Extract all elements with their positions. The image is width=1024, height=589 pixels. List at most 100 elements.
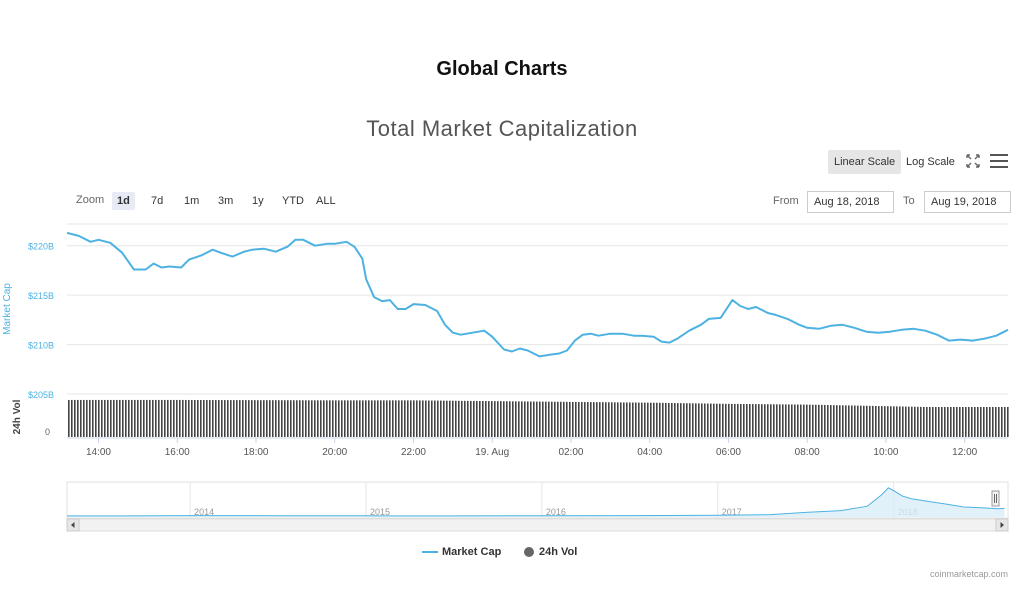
volume-bar [656,402,658,437]
volume-bar [101,399,103,437]
legend-volume[interactable]: 24h Vol [524,545,577,559]
navigator-handle[interactable] [991,490,1000,507]
volume-bar [116,399,118,437]
volume-bar [449,400,451,437]
volume-bar [467,400,469,437]
volume-bar [254,400,256,437]
volume-bar [422,400,424,437]
volume-bar [560,401,562,437]
volume-bar [632,402,634,437]
volume-bar [902,406,904,437]
volume-bar [986,406,988,437]
volume-bar [527,401,529,437]
volume-bar [206,400,208,437]
volume-bar [932,406,934,437]
x-tick-label: 14:00 [86,447,111,458]
volume-bar [809,404,811,437]
volume-bar [950,406,952,437]
volume-bar [395,400,397,437]
volume-bar [614,402,616,437]
volume-bar [848,405,850,437]
zoom-1m-button[interactable]: 1m [184,195,200,207]
volume-bar [128,399,130,437]
volume-bar [578,401,580,437]
zoom-7d-button[interactable]: 7d [151,195,164,207]
scroll-left-icon [71,522,75,528]
volume-bar [194,399,196,437]
x-tick-label: 18:00 [243,447,268,458]
volume-bar [782,404,784,437]
volume-bar [74,399,76,437]
volume-bar [674,403,676,437]
volume-bar [278,400,280,437]
y-tick-label: $210B [28,341,54,351]
volume-bar [752,404,754,437]
volume-bar [788,404,790,437]
log-scale-button[interactable]: Log Scale [906,156,955,168]
legend-market-cap-label: Market Cap [442,546,502,558]
volume-bar [332,400,334,437]
volume-bar [161,399,163,437]
volume-bar [326,400,328,437]
volume-bar [299,400,301,437]
volume-bar [452,400,454,437]
volume-bar [620,402,622,437]
volume-bar [239,400,241,437]
volume-bar [638,402,640,437]
volume-bar [893,406,895,437]
zoom-3m-button[interactable]: 3m [218,195,234,207]
volume-bar [203,400,205,437]
volume-bar [842,405,844,437]
volume-bar [647,402,649,437]
y-tick-label: $205B [28,390,54,400]
volume-bar [476,400,478,437]
volume-bar [317,400,319,437]
zoom-all-button[interactable]: ALL [316,195,336,207]
volume-bar [296,400,298,437]
linear-scale-button[interactable]: Linear Scale [828,150,902,174]
volume-bar [191,399,193,437]
volume-bar [995,406,997,437]
to-date-input[interactable]: Aug 19, 2018 [924,191,1011,213]
volume-bar [389,400,391,437]
volume-bar [899,406,901,437]
volume-bar [341,400,343,437]
legend-line-icon [422,551,438,554]
zoom-ytd-button[interactable]: YTD [282,195,304,207]
volume-bar [872,405,874,437]
navigator-year-label: 2016 [546,507,566,517]
legend-market-cap[interactable]: Market Cap [422,545,501,559]
volume-bar [857,405,859,437]
x-tick-label: 20:00 [322,447,347,458]
volume-bar [98,399,100,437]
zoom-1y-button[interactable]: 1y [252,195,264,207]
volume-bar [818,404,820,437]
volume-bar [260,400,262,437]
volume-bar [923,406,925,437]
zoom-1d-button[interactable]: 1d [112,192,135,210]
volume-bar [293,400,295,437]
volume-bar [635,402,637,437]
expand-icon[interactable] [965,153,981,169]
volume-bar [170,399,172,437]
volume-bar [644,402,646,437]
volume-bar [77,399,79,437]
volume-bar [305,400,307,437]
credits-link[interactable]: coinmarketcap.com [929,569,1008,579]
volume-bar [140,399,142,437]
volume-bar [443,400,445,437]
volume-bar [992,406,994,437]
volume-bar [236,400,238,437]
y-tick-label: $220B [28,242,54,252]
volume-bar [137,399,139,437]
volume-bar [698,403,700,437]
volume-bar [671,402,673,437]
volume-bar [686,403,688,437]
volume-bar [251,400,253,437]
hamburger-icon[interactable] [990,154,1008,170]
volume-bar [641,402,643,437]
from-date-input[interactable]: Aug 18, 2018 [807,191,894,213]
volume-bar [71,399,73,437]
volume-bar [503,401,505,437]
volume-bar [572,401,574,437]
